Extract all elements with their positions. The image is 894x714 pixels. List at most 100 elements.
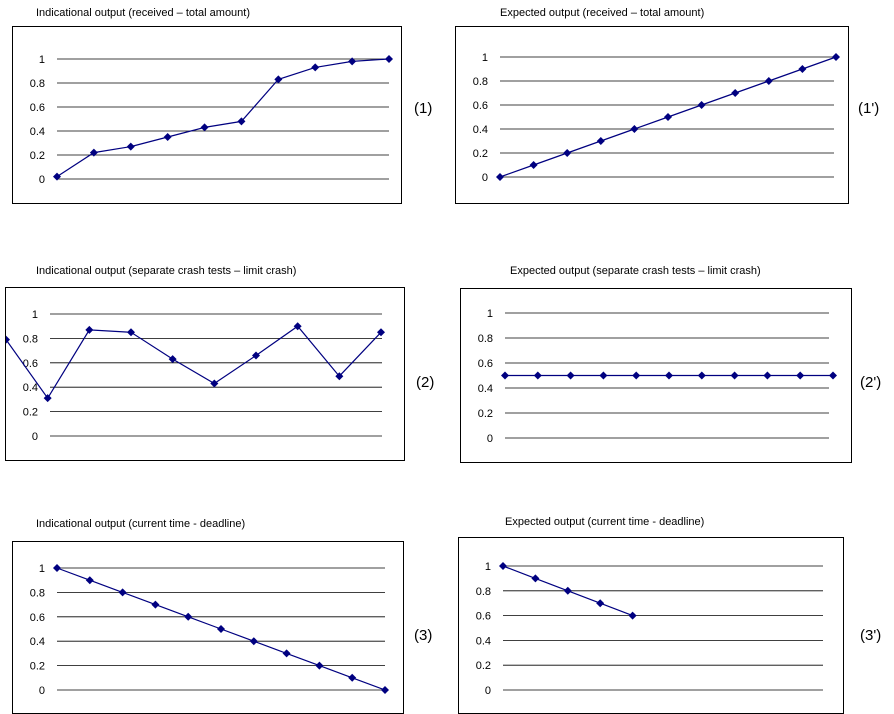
chart-label: (2'): [860, 374, 882, 391]
data-point: [151, 600, 160, 609]
data-point: [499, 562, 507, 570]
chart-title: Indicational output (received – total am…: [36, 7, 251, 19]
y-tick-label: 0.8: [30, 78, 45, 90]
y-tick-label: 0.6: [473, 100, 488, 112]
data-point: [252, 351, 260, 360]
data-point: [730, 371, 739, 380]
chart-frame-1-prime: 0 0.2 0.4 0.6 0.8 1: [455, 26, 849, 204]
data-point: [385, 55, 393, 63]
y-tick-label: 0.8: [23, 333, 38, 345]
data-point: [53, 172, 61, 181]
data-point: [293, 322, 302, 331]
y-tick-label: 0.4: [30, 636, 45, 648]
data-point: [665, 371, 673, 380]
y-tick-label: 0.4: [476, 635, 491, 647]
y-tick-label: 0.4: [30, 126, 45, 138]
y-tick-label: 0.2: [30, 661, 45, 673]
data-point: [274, 75, 283, 84]
chart-frame-3-prime: 0 0.2 0.4 0.6 0.8 1: [458, 537, 844, 714]
chart-title: Expected output (received – total amount…: [500, 7, 705, 19]
chart-title: Indicational output (separate crash test…: [36, 265, 297, 277]
data-point: [43, 394, 52, 403]
y-tick-label: 0: [487, 433, 493, 445]
chart-frame-1: 0 0.2 0.4 0.6 0.8 1: [12, 26, 402, 204]
data-point: [628, 611, 637, 620]
y-tick-label: 0: [482, 172, 488, 184]
data-point: [200, 123, 209, 132]
data-point: [6, 335, 10, 344]
y-tick-label: 0: [485, 685, 491, 697]
y-tick-label: 0: [32, 431, 38, 443]
data-point: [348, 57, 357, 66]
data-point: [829, 371, 837, 380]
data-point: [731, 89, 740, 97]
data-point: [596, 137, 605, 145]
chart-title: Expected output (separate crash tests – …: [510, 265, 761, 277]
data-point: [798, 65, 807, 73]
y-tick-label: 0.4: [23, 382, 38, 394]
data-point: [168, 355, 177, 364]
data-point: [697, 371, 706, 380]
chart-frame-2-prime: 0 0.2 0.4 0.6 0.8 1: [460, 288, 852, 463]
y-tick-label: 0: [39, 174, 45, 186]
data-point: [85, 325, 94, 334]
data-point: [237, 117, 246, 126]
y-tick-label: 0.8: [476, 586, 491, 598]
y-tick-label: 0.6: [478, 358, 493, 370]
y-tick-label: 0.2: [476, 660, 491, 672]
data-point: [529, 161, 538, 169]
chart-frame-2: 0 0.2 0.4 0.6 0.8 1: [5, 287, 405, 461]
data-point: [89, 148, 98, 157]
chart-label: (1'): [858, 100, 880, 117]
y-tick-label: 0.8: [478, 333, 493, 345]
chart-svg: 0 0.2 0.4 0.6 0.8 1: [30, 54, 393, 186]
data-point: [764, 77, 773, 85]
y-tick-label: 0.4: [473, 124, 488, 136]
data-point: [630, 125, 639, 133]
y-tick-label: 0.2: [30, 150, 45, 162]
data-point: [126, 142, 135, 151]
data-point: [184, 612, 193, 621]
y-tick-label: 0.6: [23, 358, 38, 370]
y-tick-label: 0.6: [30, 102, 45, 114]
series-line: [56, 58, 390, 178]
data-point: [664, 113, 672, 121]
data-point: [599, 371, 608, 380]
chart-svg: 0 0.2 0.4 0.6 0.8 1: [6, 309, 385, 443]
y-tick-label: 1: [487, 308, 493, 320]
data-point: [127, 328, 135, 337]
chart-svg: 0 0.2 0.4 0.6 0.8 1: [478, 308, 837, 445]
data-point: [632, 371, 641, 380]
y-tick-label: 1: [485, 561, 491, 573]
chart-frame-3: 0 0.2 0.4 0.6 0.8 1: [12, 541, 404, 714]
data-point: [377, 328, 385, 337]
data-point: [533, 371, 542, 380]
data-point: [53, 564, 61, 572]
data-point: [832, 53, 840, 61]
y-tick-label: 0.6: [476, 611, 491, 623]
y-tick-label: 0.2: [473, 148, 488, 160]
chart-title: Expected output (current time - deadline…: [505, 516, 705, 528]
data-point: [531, 574, 540, 583]
data-point: [697, 101, 706, 109]
chart-label: (1): [414, 100, 433, 117]
y-tick-label: 1: [39, 54, 45, 66]
chart-label: (3'): [860, 627, 882, 644]
data-point: [335, 372, 344, 381]
y-tick-label: 0.2: [478, 408, 493, 420]
data-point: [496, 173, 504, 181]
data-point: [763, 371, 772, 380]
data-point: [563, 586, 572, 595]
y-tick-label: 0.8: [30, 587, 45, 599]
data-point: [249, 637, 258, 646]
chart-label: (2): [416, 374, 435, 391]
y-tick-label: 1: [482, 52, 488, 64]
y-tick-label: 0.8: [473, 76, 488, 88]
chart-svg: 0 0.2 0.4 0.6 0.8 1: [30, 563, 389, 697]
data-point: [315, 661, 324, 670]
y-tick-label: 1: [32, 309, 38, 321]
y-tick-label: 0.2: [23, 407, 38, 419]
data-point: [566, 371, 575, 380]
data-point: [163, 133, 172, 141]
y-tick-label: 0.4: [478, 383, 493, 395]
